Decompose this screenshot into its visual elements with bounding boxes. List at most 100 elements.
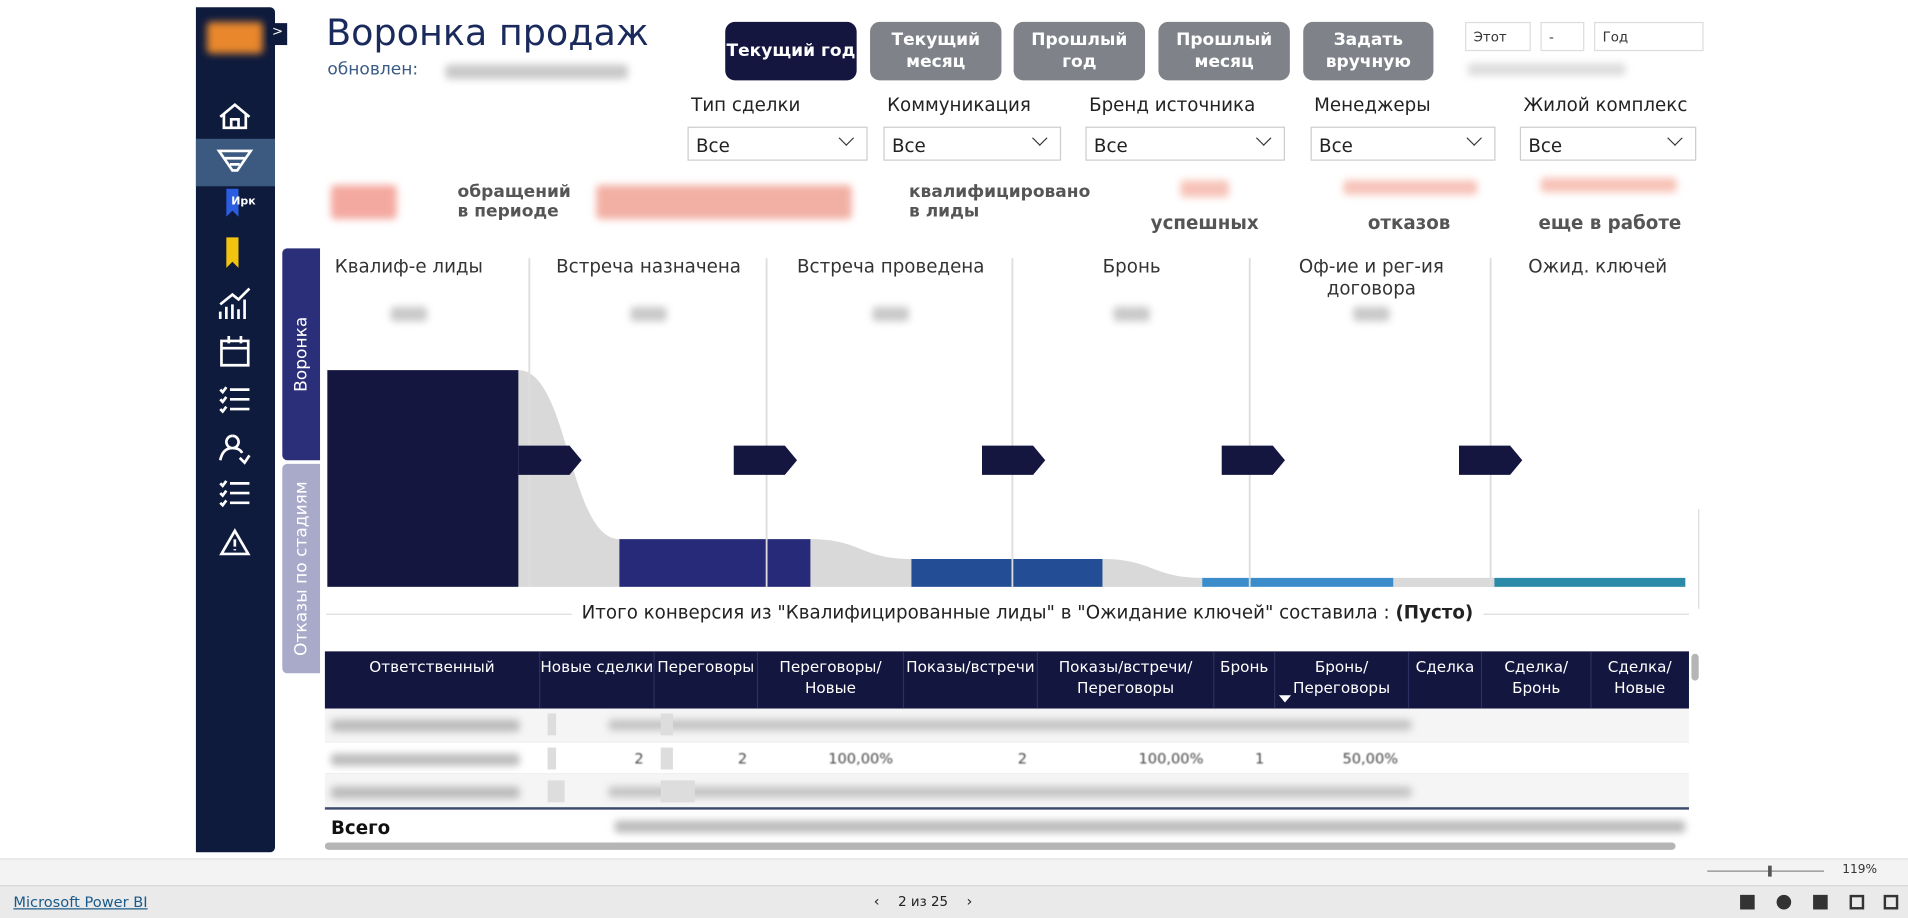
expand-button[interactable]: > — [267, 23, 288, 46]
kpi-value — [1540, 177, 1677, 193]
v-scrollbar[interactable] — [1691, 653, 1699, 681]
filter-dropdown[interactable]: Все — [1310, 126, 1496, 161]
checklist-icon[interactable] — [219, 386, 250, 414]
growth-icon[interactable] — [218, 287, 251, 319]
table-cell: 2 — [737, 749, 748, 768]
kpi-label: квалифицировано в лиды — [908, 182, 1091, 222]
table-header — [324, 651, 1689, 709]
checklist-icon[interactable] — [219, 480, 250, 508]
filter-dropdown[interactable]: Все — [1085, 126, 1285, 161]
period-button[interactable]: Прошлый год — [1013, 21, 1146, 81]
page-number: 2 из 25 — [898, 893, 948, 910]
date-select[interactable]: Этот — [1465, 21, 1531, 52]
updated-label: обновлен: — [327, 59, 419, 80]
kpi-value — [330, 185, 397, 220]
share-icon[interactable] — [1849, 894, 1865, 910]
stage-label: Бронь — [1102, 255, 1161, 278]
footer — [0, 885, 1908, 918]
column-header[interactable]: Показы/встречи — [902, 651, 1037, 709]
conversion-result: (Пусто) — [1395, 601, 1474, 624]
table-cell: 100,00% — [1138, 749, 1204, 768]
column-header[interactable]: Новые сделки — [539, 651, 653, 709]
share-icon[interactable] — [1813, 894, 1828, 910]
tab[interactable]: Воронка — [282, 248, 321, 461]
stage-label: Квалиф-е лиды — [334, 255, 483, 278]
period-button[interactable]: Текущий год — [725, 21, 857, 81]
column-header[interactable]: Ответственный — [369, 657, 495, 676]
filter-dropdown[interactable]: Все — [883, 126, 1062, 161]
fullscreen-icon[interactable] — [1883, 894, 1899, 910]
stage-value — [390, 306, 428, 322]
stage-value — [872, 306, 909, 322]
warning-icon[interactable] — [219, 528, 251, 556]
period-button[interactable]: Задать вручную — [1303, 21, 1434, 81]
kpi-label: успешных — [1150, 211, 1259, 234]
funnel-ribbon — [810, 539, 912, 587]
total-divider — [324, 807, 1689, 810]
kpi-value — [596, 185, 852, 220]
conversion-arrow — [733, 445, 798, 475]
home-icon[interactable] — [219, 102, 251, 130]
badge: Хаб — [238, 248, 262, 261]
updated-date — [445, 64, 628, 80]
column-header[interactable]: Показы/встречи/ Переговоры — [1036, 651, 1213, 709]
conversion-text: Итого конверсия из "Квалифицированные ли… — [581, 601, 1390, 624]
nav-icons — [216, 102, 254, 556]
sort-indicator — [1278, 695, 1292, 703]
pager: ‹ 2 из 25 › — [873, 892, 973, 910]
brand-link[interactable]: Microsoft Power BI — [13, 893, 148, 911]
conversion-arrow — [1458, 445, 1523, 475]
filter-dropdown[interactable]: Все — [687, 126, 868, 161]
calendar-icon[interactable] — [220, 336, 250, 367]
column-header[interactable]: Переговоры/ Новые — [756, 651, 903, 709]
row-values — [608, 719, 1412, 731]
column-header[interactable]: Сделка — [1407, 651, 1481, 709]
column-header[interactable]: Бронь — [1213, 651, 1274, 709]
period-button[interactable]: Прошлый месяц — [1158, 21, 1290, 81]
date-select[interactable]: - — [1540, 21, 1585, 52]
column-header[interactable]: Сделка/ Новые — [1590, 651, 1687, 709]
conversion-arrow — [981, 445, 1046, 475]
share-icon[interactable] — [1740, 894, 1755, 910]
zoom-slider[interactable] — [1707, 870, 1825, 872]
table-cell: 2 — [634, 749, 644, 768]
date-select[interactable]: Год — [1594, 21, 1704, 52]
table-cell: 1 — [1254, 749, 1265, 768]
stage-label: Оф-ие и рег-ия договора — [1298, 255, 1444, 300]
bookmark-icon[interactable] — [226, 188, 239, 217]
h-scrollbar[interactable] — [324, 842, 1676, 850]
kpi-value — [1343, 180, 1478, 195]
name-cell — [330, 719, 520, 732]
logo — [206, 21, 263, 54]
filter-label: Менеджеры — [1314, 93, 1431, 116]
zoom-level: 119% — [1842, 863, 1878, 877]
conversion-arrow — [518, 445, 582, 475]
stage-label: Встреча назначена — [556, 255, 741, 278]
table-cell: 50,00% — [1342, 749, 1399, 768]
bookmark-icon[interactable] — [226, 237, 239, 268]
data-bar — [547, 713, 557, 736]
page-title: Воронка продаж — [326, 12, 649, 55]
funnel-icon[interactable] — [216, 149, 254, 172]
funnel-bar — [1202, 577, 1394, 587]
column-header[interactable]: Сделка/ Бронь — [1480, 651, 1591, 709]
stage-value — [1353, 306, 1390, 322]
user-icon[interactable] — [218, 434, 251, 465]
filter-label: Тип сделки — [691, 93, 801, 116]
funnel-ribbon — [518, 370, 620, 587]
period-button[interactable]: Текущий месяц — [870, 21, 1002, 81]
column-header[interactable]: Бронь/ Переговоры — [1274, 651, 1408, 709]
stage-value — [1113, 306, 1150, 322]
data-bar — [660, 747, 673, 770]
funnel-bar — [911, 559, 1103, 587]
tab[interactable]: Отказы по стадиям — [282, 463, 321, 674]
kpi-value — [1180, 180, 1230, 198]
filter-dropdown[interactable]: Все — [1519, 126, 1697, 161]
share-icon[interactable] — [1776, 894, 1792, 910]
zoom-thumb[interactable] — [1768, 865, 1772, 877]
total-values — [614, 820, 1686, 833]
stage-value — [630, 306, 667, 322]
column-header[interactable]: Переговоры — [653, 651, 756, 709]
stage-label: Ожид. ключей — [1528, 255, 1668, 278]
